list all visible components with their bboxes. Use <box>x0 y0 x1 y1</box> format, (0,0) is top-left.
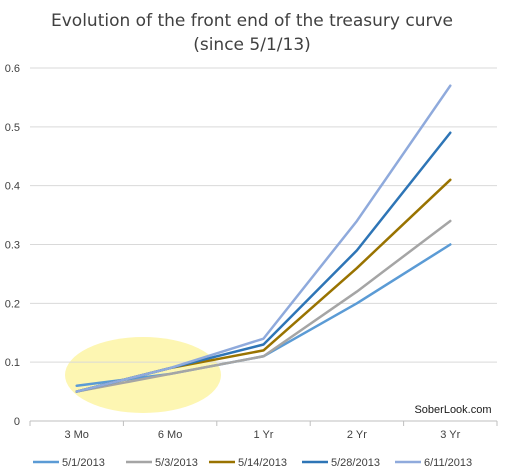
y-tick-label: 0.6 <box>5 63 20 75</box>
y-tick-label: 0.3 <box>5 240 20 252</box>
x-tick-label: 6 Mo <box>158 429 182 441</box>
x-tick-label: 2 Yr <box>347 429 367 441</box>
series-lines <box>75 84 452 393</box>
gridlines <box>30 67 497 363</box>
chart-title: Evolution of the front end of the treasu… <box>51 11 453 31</box>
y-tick-label: 0 <box>14 416 20 428</box>
series-line-2 <box>75 219 452 393</box>
series-line-5 <box>75 84 452 393</box>
legend-label: 6/11/2013 <box>424 457 472 469</box>
y-tick-label: 0.1 <box>5 357 20 369</box>
x-axis: 3 Mo 6 Mo 1 Yr 2 Yr 3 Yr <box>29 420 498 441</box>
x-tick-label: 3 Mo <box>64 429 88 441</box>
watermark-annotation: SoberLook.com <box>414 404 491 416</box>
y-tick-label: 0.5 <box>5 122 20 134</box>
y-tick-label: 0.2 <box>5 298 20 310</box>
legend-label: 5/14/2013 <box>238 457 287 469</box>
chart-subtitle: (since 5/1/13) <box>193 35 311 55</box>
legend: 5/1/2013 5/3/2013 5/14/2013 5/28/2013 6/11/2… <box>33 457 472 469</box>
x-tick-label: 1 Yr <box>254 429 274 441</box>
legend-label: 5/28/2013 <box>331 457 380 469</box>
legend-label: 5/1/2013 <box>62 457 105 469</box>
x-tick-label: 3 Yr <box>440 429 460 441</box>
y-tick-label: 0.4 <box>5 181 20 193</box>
y-axis: 0 0.1 0.2 0.3 0.4 0.5 0.6 <box>5 63 20 428</box>
legend-label: 5/3/2013 <box>155 457 198 469</box>
